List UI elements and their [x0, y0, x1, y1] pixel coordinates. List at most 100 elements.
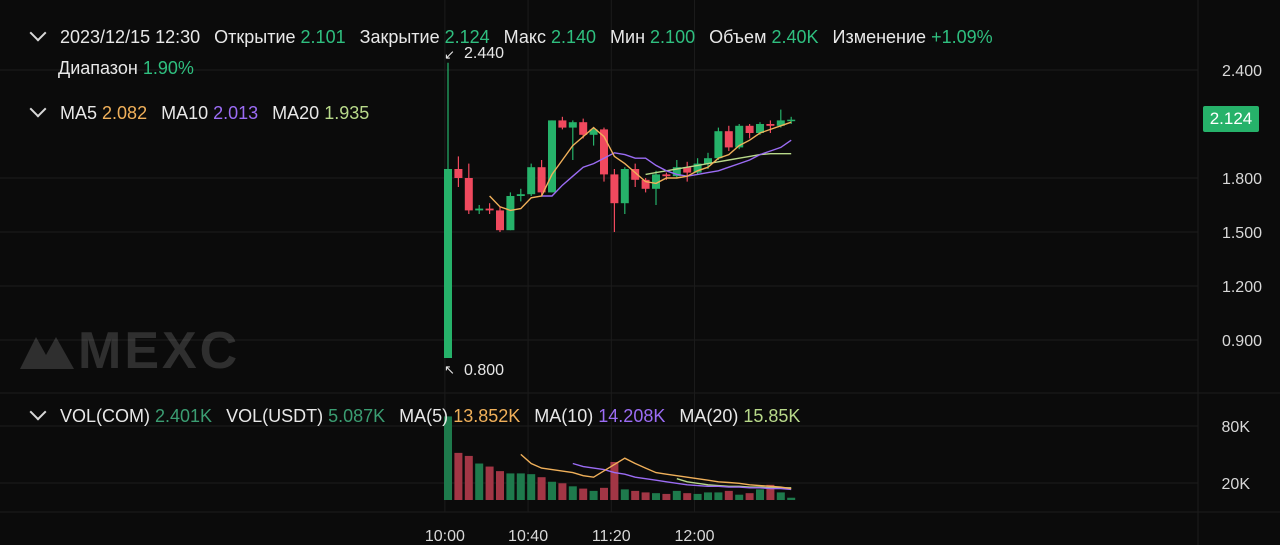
change-value: +1.09%	[931, 27, 993, 47]
candle	[464, 163, 473, 214]
candle-body	[475, 208, 484, 211]
ma10-line	[541, 139, 792, 197]
candle-body	[485, 208, 494, 211]
volume-bar	[620, 489, 629, 500]
volume-bars	[444, 416, 796, 500]
candle	[714, 127, 723, 160]
ma20-label: MA20	[272, 103, 320, 123]
volume-bar	[756, 489, 764, 500]
vol-ma10-label: MA(10)	[534, 406, 594, 426]
volume-bar	[776, 492, 785, 500]
volume-bar	[579, 488, 588, 500]
volume-bar	[724, 490, 733, 500]
volume-bar	[600, 487, 608, 500]
extreme-markers: ↙ 2.440 ↖ 0.800	[444, 45, 504, 379]
volume-grid-lines	[0, 425, 1198, 484]
vol-collapse-chevron-icon[interactable]	[29, 403, 47, 421]
candle-body	[516, 194, 525, 196]
volume-value: 2.40K	[771, 27, 819, 47]
candle	[516, 188, 525, 202]
volume-ma20-line	[676, 478, 792, 489]
close-value: 2.124	[444, 27, 490, 47]
ohlc-header: 2023/12/15 12:30 Открытие 2.101 Закрытие 2…	[28, 24, 993, 48]
ma5-value: 2.082	[102, 103, 148, 123]
high-value: 2.140	[550, 27, 597, 47]
volume-bar	[485, 466, 494, 500]
candle-body	[537, 167, 546, 193]
low-marker-arrow: ↖	[444, 362, 455, 377]
volume-bar	[652, 493, 660, 500]
candle-body	[724, 131, 733, 148]
volume-tick-label: 80K	[1222, 419, 1251, 436]
ma20-value: 1.935	[324, 103, 370, 123]
candle-body	[589, 129, 598, 135]
candle	[620, 167, 629, 214]
candle	[589, 127, 598, 146]
candle-body	[620, 169, 629, 204]
close-label: Закрытие	[359, 27, 440, 47]
volume-bar	[766, 484, 775, 500]
candle	[537, 160, 546, 196]
candle-body	[454, 169, 463, 178]
candle-body	[672, 167, 681, 177]
volume-bar	[516, 473, 525, 500]
candle	[444, 62, 452, 358]
time-tick-label: 10:00	[425, 528, 465, 545]
range-label: Диапазон	[58, 58, 138, 78]
open-label: Открытие	[214, 27, 296, 47]
ma-collapse-chevron-icon[interactable]	[29, 100, 47, 118]
ma5-label: MA5	[60, 103, 98, 123]
candle-body	[506, 196, 515, 231]
candle-body	[735, 125, 744, 148]
volume-bar	[527, 474, 536, 500]
volume-ma10-line	[572, 462, 792, 491]
price-axis: 2.400 1.800 1.500 1.200 0.900	[1222, 63, 1262, 350]
candle-body	[662, 174, 671, 177]
mexc-watermark-logo: MEXC	[16, 322, 240, 380]
candle-body	[444, 169, 452, 358]
candle-body	[568, 122, 577, 128]
price-tick-label: 1.500	[1222, 225, 1262, 242]
candle	[568, 120, 577, 160]
volume-bar	[631, 490, 640, 500]
volume-bar	[693, 493, 702, 500]
volume-bar	[714, 492, 723, 500]
candle	[579, 118, 588, 139]
volume-bar	[548, 481, 556, 500]
vol-ma20-value: 15.85K	[743, 406, 801, 426]
time-tick-label: 11:20	[592, 528, 631, 545]
volume-bar	[454, 452, 463, 500]
candle-body	[558, 120, 567, 128]
ma10-value: 2.013	[213, 103, 259, 123]
volume-bar	[610, 462, 619, 500]
volume-bar	[475, 463, 484, 500]
volume-bar	[506, 473, 515, 500]
candle-body	[693, 163, 702, 173]
volume-bar	[662, 493, 671, 500]
ma20-line	[645, 153, 792, 176]
candle	[652, 170, 660, 205]
candle-body	[496, 210, 504, 231]
vol-usdt-label: VOL(USDT)	[226, 406, 324, 426]
volume-bar	[704, 492, 712, 500]
low-value: 2.100	[650, 27, 696, 47]
candle-body	[652, 174, 660, 189]
candle	[475, 205, 484, 214]
volume-ma-lines	[520, 453, 792, 491]
high-label: Макс	[503, 27, 546, 47]
volume-bar	[683, 493, 692, 500]
candle	[641, 178, 650, 193]
mexc-logo-icon	[20, 337, 74, 369]
ma5-line	[489, 121, 792, 212]
candle-body	[704, 158, 712, 164]
ma-legend: MA5 2.082 MA10 2.013 MA20 1.935	[28, 100, 370, 124]
collapse-chevron-icon[interactable]	[29, 24, 47, 42]
candle-body	[579, 122, 588, 135]
candle-datetime: 2023/12/15 12:30	[60, 27, 201, 47]
time-tick-label: 10:40	[508, 528, 548, 545]
candle-body	[776, 120, 785, 126]
candle	[745, 124, 754, 139]
candle	[683, 161, 692, 182]
candle-body	[527, 167, 536, 195]
